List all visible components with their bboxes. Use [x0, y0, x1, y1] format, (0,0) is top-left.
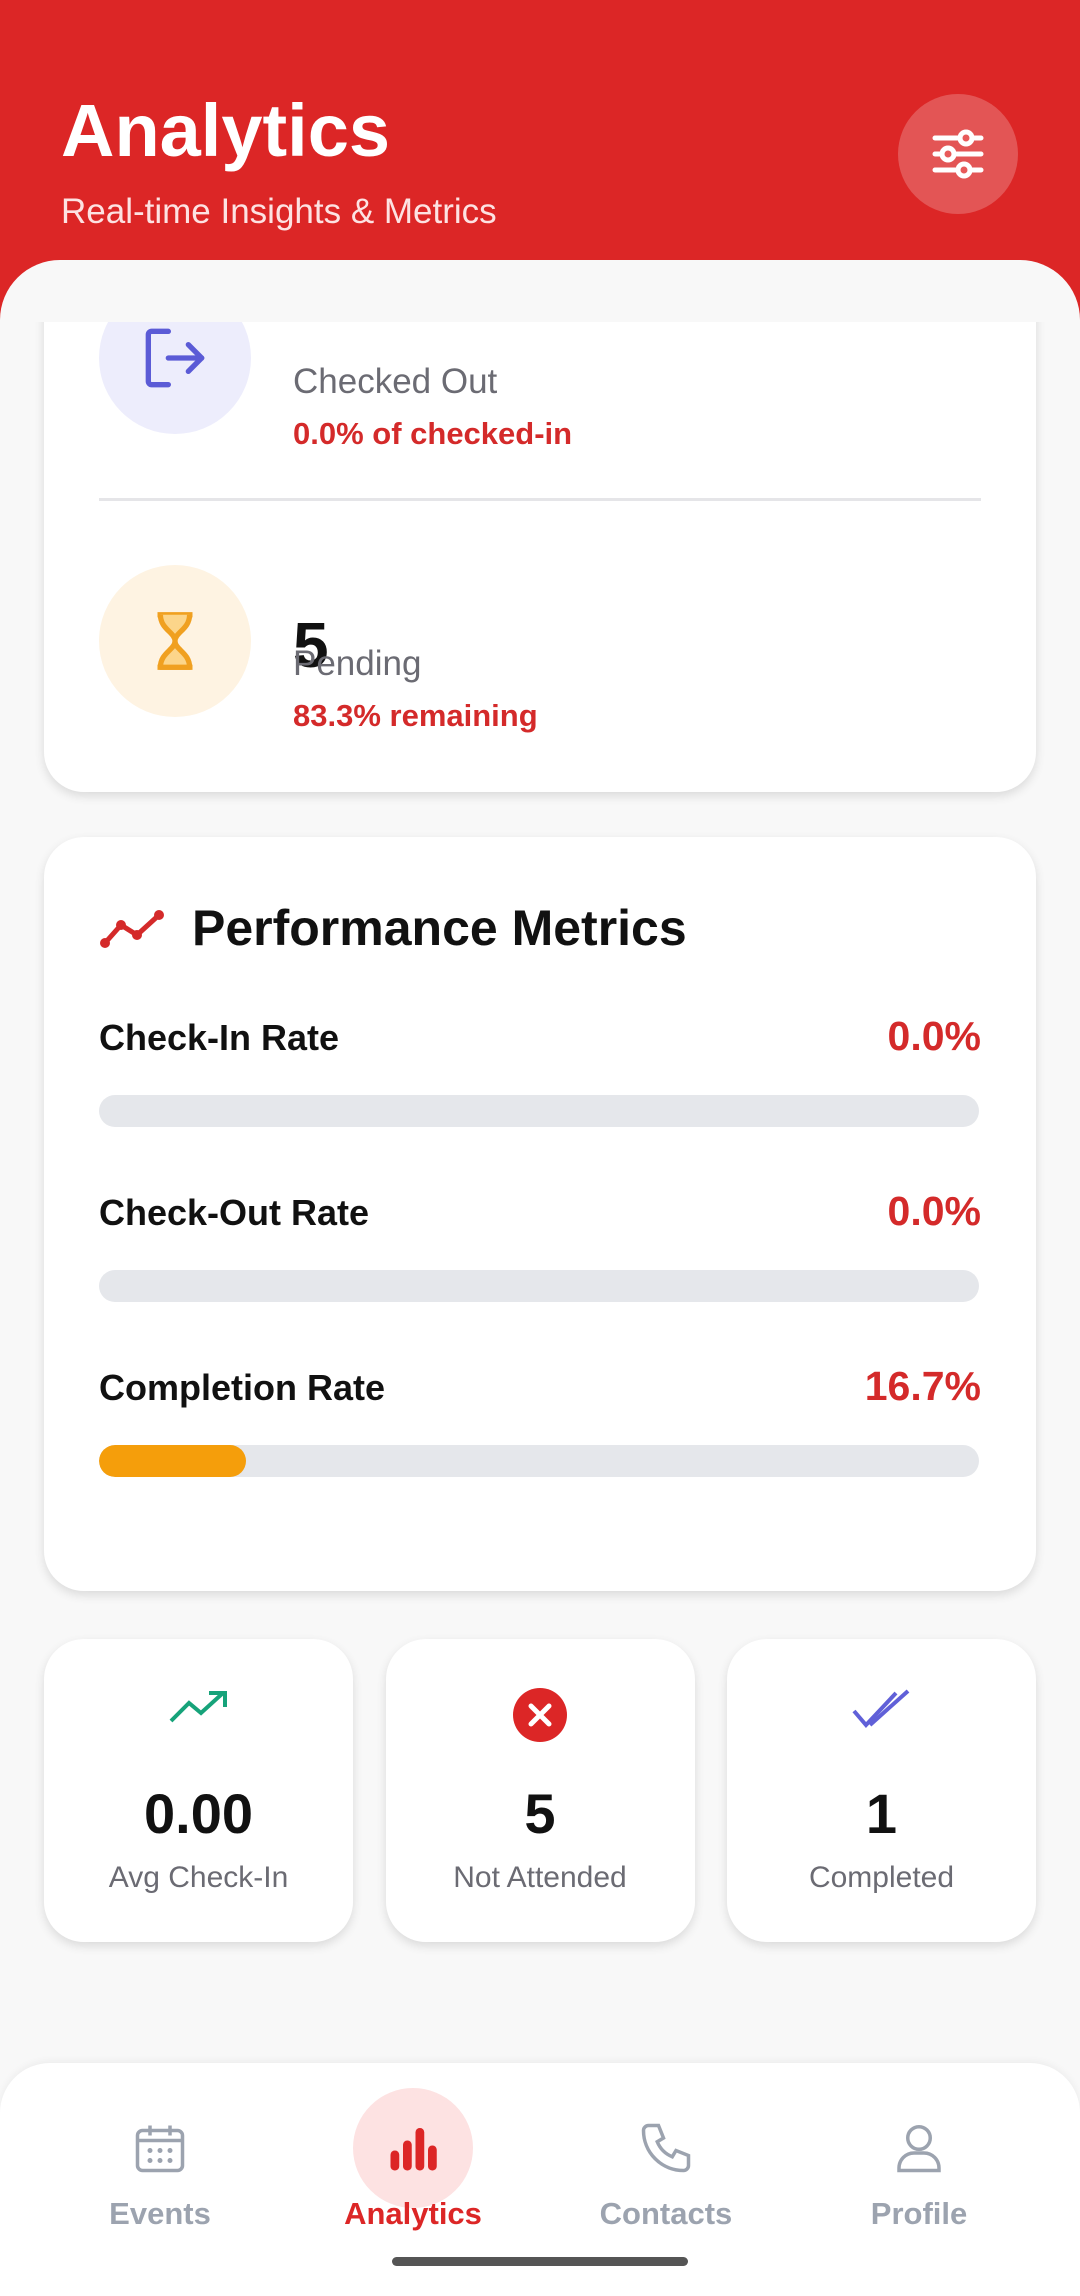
- stat-note: 83.3% remaining: [293, 698, 538, 733]
- trend-icon: [100, 910, 164, 948]
- summary-label: Completed: [808, 1861, 955, 1894]
- stats-card: Checked Out 0.0% of checked-in 5 Pending…: [44, 322, 1036, 792]
- stat-value: 5: [293, 609, 329, 681]
- nav-item[interactable]: Profile: [809, 2063, 1029, 2263]
- filter-icon: [932, 129, 984, 179]
- filter-button[interactable]: [898, 94, 1018, 214]
- summary-label: Avg Check-In: [108, 1861, 289, 1894]
- page-subtitle: Real-time Insights & Metrics: [61, 192, 497, 231]
- stat-label: Checked Out: [293, 362, 498, 401]
- nav-item[interactable]: Analytics: [303, 2063, 523, 2263]
- nav-item[interactable]: Contacts: [556, 2063, 776, 2263]
- home-indicator: [392, 2257, 688, 2266]
- summary-card: 1 Completed: [727, 1639, 1036, 1942]
- stat-label: Pending: [293, 644, 422, 683]
- section-title: Performance Metrics: [192, 900, 687, 956]
- nav-item[interactable]: Events: [50, 2063, 270, 2263]
- summary-value: 1: [865, 1782, 898, 1845]
- checkout-icon: [99, 322, 251, 434]
- nav-label: Analytics: [344, 2196, 482, 2231]
- summary-icon: [167, 1687, 231, 1732]
- nav-label: Contacts: [599, 2196, 733, 2231]
- performance-card: Performance Metrics Check-In Rate 0.0% Che…: [44, 837, 1036, 1591]
- summary-label: Not Attended: [453, 1861, 627, 1894]
- summary-card: 0.00 Avg Check-In: [44, 1639, 353, 1942]
- metric-value: 0.0%: [887, 1013, 981, 1059]
- progress-track: [99, 1270, 979, 1302]
- progress-fill: [99, 1445, 246, 1477]
- summary-card: 5 Not Attended: [385, 1639, 695, 1942]
- metric-value: 16.7%: [864, 1363, 981, 1409]
- nav-label: Events: [109, 2196, 211, 2231]
- divider: [99, 498, 981, 501]
- nav-icon: [353, 2088, 473, 2208]
- page-title: Analytics: [61, 89, 391, 172]
- metric-value: 0.0%: [887, 1188, 981, 1234]
- progress-track: [99, 1445, 979, 1477]
- pending-icon: [99, 565, 251, 717]
- metric-label: Check-In Rate: [99, 1017, 340, 1058]
- nav-icon: [606, 2088, 726, 2208]
- scroll-area: Checked Out 0.0% of checked-in 5 Pending…: [0, 322, 1080, 2296]
- metric-label: Check-Out Rate: [99, 1192, 370, 1233]
- metric-label: Completion Rate: [99, 1367, 386, 1408]
- stat-note: 0.0% of checked-in: [293, 416, 573, 451]
- summary-icon: [850, 1687, 914, 1736]
- progress-track: [99, 1095, 979, 1127]
- nav-icon: [859, 2088, 979, 2208]
- nav-icon: [100, 2088, 220, 2208]
- summary-icon: [512, 1687, 568, 1748]
- nav-label: Profile: [870, 2196, 968, 2231]
- summary-value: 0.00: [144, 1782, 253, 1845]
- summary-value: 5: [524, 1782, 556, 1845]
